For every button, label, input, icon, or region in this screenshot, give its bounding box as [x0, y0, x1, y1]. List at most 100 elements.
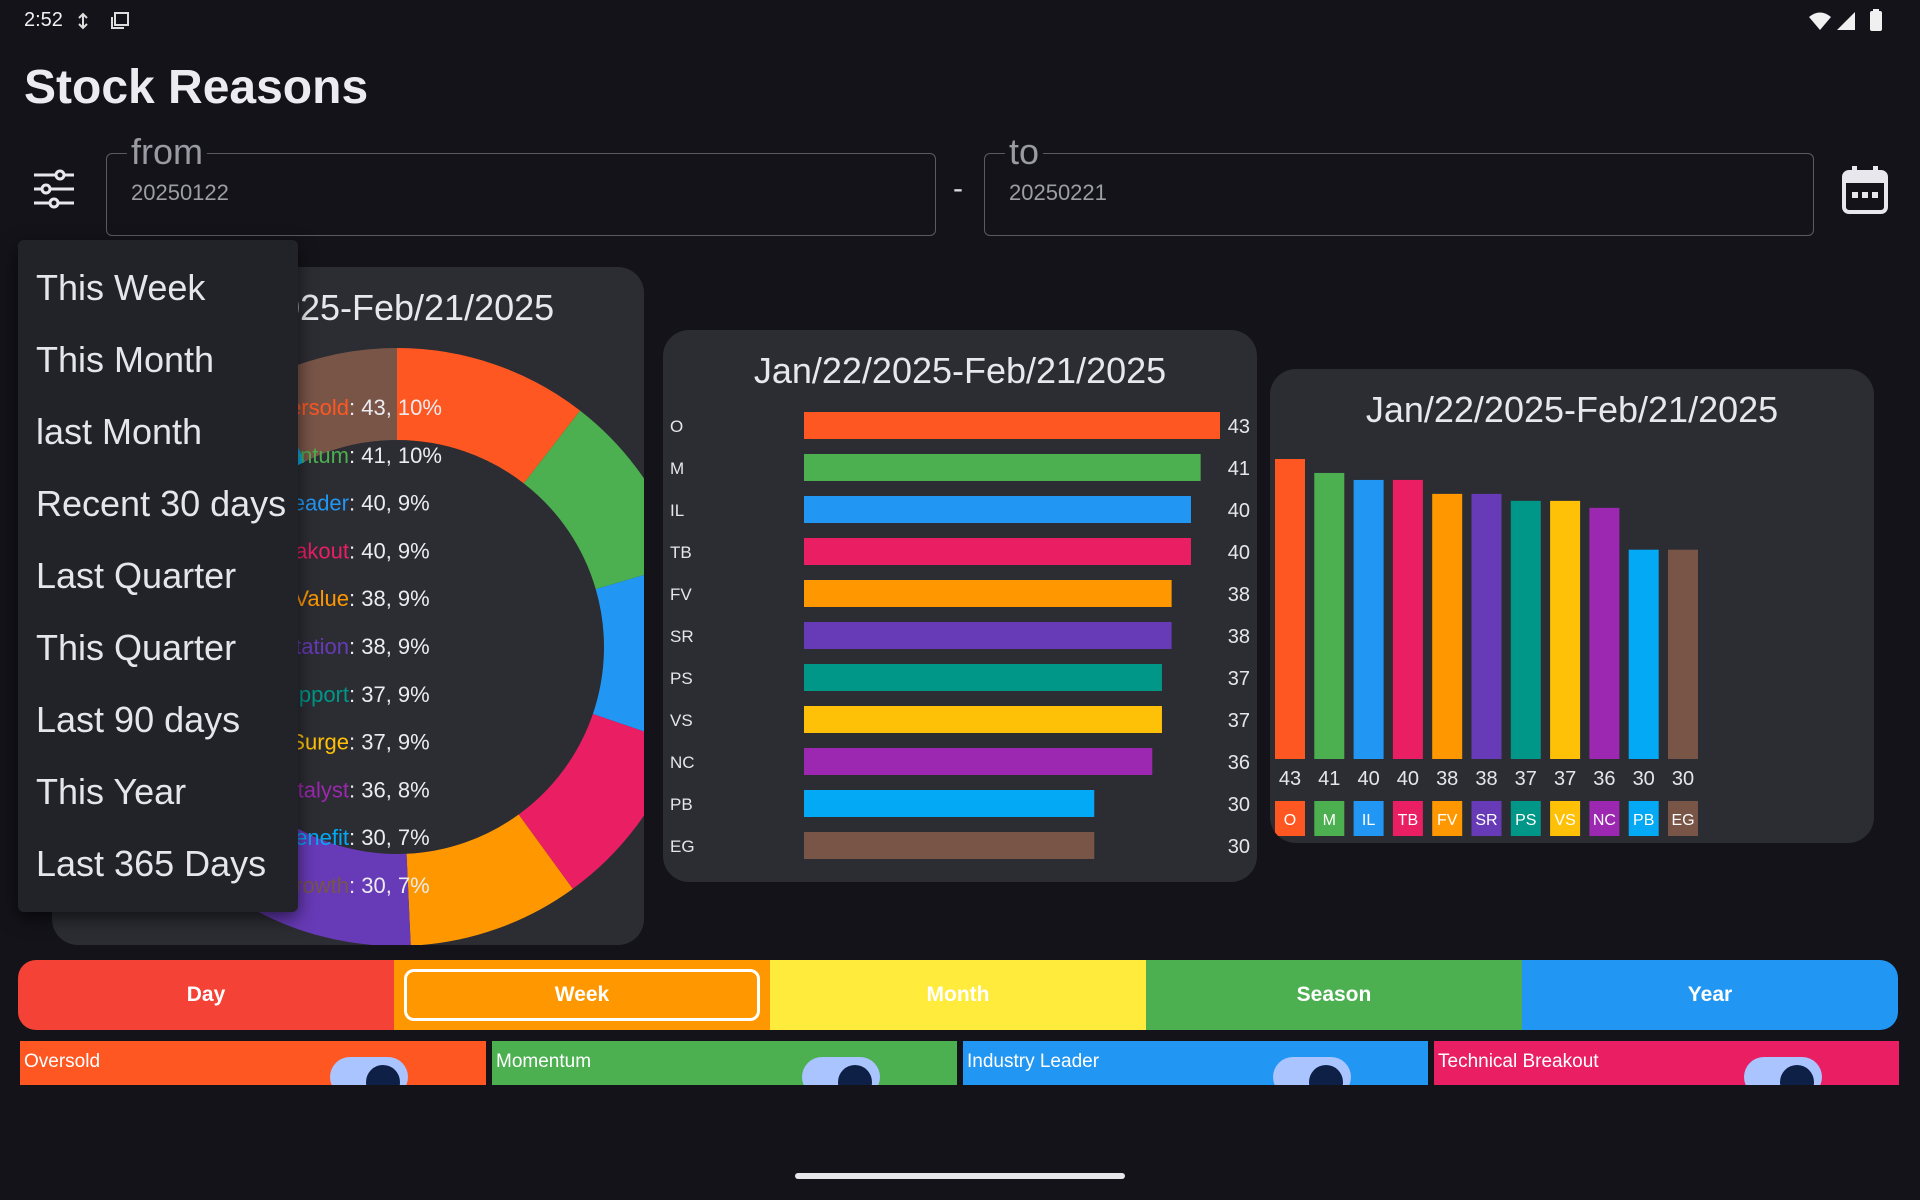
period-year[interactable]: Year	[1522, 960, 1898, 1030]
hbar-bar	[804, 538, 1191, 565]
period-label: Year	[1687, 983, 1733, 1006]
hbar-value-label: 40	[1228, 542, 1250, 564]
menu-item-last-365-days[interactable]: Last 365 Days	[36, 843, 267, 884]
to-date-field[interactable]: to 20250221	[984, 132, 1814, 236]
vbar-category-label: M	[1323, 812, 1336, 829]
period-season[interactable]: Season	[1146, 960, 1522, 1030]
signal-icon	[1837, 12, 1855, 30]
vbar-value-label: 38	[1475, 768, 1497, 790]
hbar-bar	[804, 580, 1172, 607]
vbar-chart: 43 O 41 M 40 IL 40 TB 38 FV 38 SR 37 PS 37 VS 36 NC 30 PB 30…	[1275, 459, 1698, 836]
donut-legend-value: : 38, 9%	[349, 586, 430, 611]
period-selector: Day Week Month Season Year	[18, 960, 1898, 1030]
hbar-chart-card: Jan/22/2025-Feb/21/2025 O 43 M 41 IL 40 TB 40 FV…	[663, 330, 1257, 882]
toggle-knob	[366, 1065, 400, 1085]
calendar-icon	[1842, 166, 1888, 214]
from-date-value: 20250122	[131, 180, 229, 205]
vbar-category-label: NC	[1593, 812, 1616, 829]
menu-item-recent-30-days[interactable]: Recent 30 days	[36, 483, 287, 524]
status-bar: 2:52	[0, 0, 1920, 42]
menu-item-this-year[interactable]: This Year	[36, 771, 187, 812]
toggle-card-technical-breakout: Technical Breakout	[1434, 1041, 1899, 1085]
menu-item-last-month[interactable]: last Month	[36, 411, 203, 452]
vbar-category-chip	[1550, 801, 1581, 836]
donut-legend-value: : 30, 7%	[349, 873, 430, 898]
donut-slice	[518, 713, 644, 889]
hbar-value-label: 43	[1228, 416, 1250, 438]
toggle-switch-oversold[interactable]	[330, 1057, 408, 1085]
vbar-category-label: PB	[1633, 812, 1654, 829]
toggle-label: Oversold	[24, 1051, 101, 1072]
menu-item-last-quarter[interactable]: Last Quarter	[36, 555, 237, 596]
battery-icon	[1870, 9, 1882, 31]
vbar-value-label: 30	[1672, 768, 1694, 790]
vbar-category-label: FV	[1437, 812, 1458, 829]
hbar-category-label: M	[670, 459, 684, 478]
hbar-value-label: 37	[1228, 668, 1250, 690]
period-day[interactable]: Day	[18, 960, 394, 1030]
toggle-knob	[1309, 1065, 1343, 1085]
hbar-bar	[804, 496, 1191, 523]
hbar-category-label: TB	[670, 543, 692, 562]
donut-slice	[397, 348, 581, 484]
menu-item-this-month[interactable]: This Month	[36, 339, 215, 380]
vbar-bar	[1550, 500, 1581, 759]
donut-slice	[523, 410, 644, 590]
hbar-bar	[804, 454, 1201, 481]
toggle-switch-technical-breakout[interactable]	[1744, 1057, 1822, 1085]
hbar-value-label: 38	[1228, 626, 1250, 648]
period-week[interactable]: Week	[394, 960, 770, 1030]
donut-slice	[592, 575, 644, 732]
vbar-category-label: TB	[1398, 812, 1418, 829]
vbar-category-chip	[1668, 801, 1698, 836]
vbar-bar	[1275, 459, 1305, 759]
vbar-bar	[1510, 500, 1541, 759]
vbar-bar	[1314, 472, 1345, 759]
from-date-field[interactable]: from 20250122	[106, 132, 936, 236]
donut-legend-value: : 36, 8%	[349, 777, 430, 802]
hbar-value-label: 41	[1228, 458, 1250, 480]
donut-legend-value: : 40, 9%	[349, 491, 430, 516]
toggle-label: Momentum	[496, 1051, 592, 1072]
toggle-switch-momentum[interactable]	[802, 1057, 880, 1085]
menu-item-last-90-days[interactable]: Last 90 days	[36, 699, 241, 740]
donut-legend-value: : 37, 9%	[349, 682, 430, 707]
toggle-knob	[838, 1065, 872, 1085]
hbar-bar	[804, 664, 1162, 691]
period-month[interactable]: Month	[770, 960, 1146, 1030]
data-saver-icon	[78, 12, 88, 30]
from-label: from	[127, 132, 207, 172]
vbar-bar	[1471, 493, 1502, 759]
period-label: Season	[1296, 983, 1372, 1006]
hbar-value-label: 40	[1228, 500, 1250, 522]
hbar-category-label: O	[670, 417, 683, 436]
toggle-card-oversold: Oversold	[20, 1041, 486, 1085]
vbar-bar	[1353, 479, 1384, 759]
hbar-value-label: 36	[1228, 752, 1250, 774]
period-label: Month	[926, 983, 990, 1006]
toggle-card-momentum: Momentum	[492, 1041, 957, 1085]
vbar-category-chip	[1314, 801, 1345, 836]
toggle-switch-industry-leader[interactable]	[1273, 1057, 1351, 1085]
donut-legend-value: : 37, 9%	[349, 730, 430, 755]
menu-item-this-quarter[interactable]: This Quarter	[36, 627, 237, 668]
status-time: 2:52	[24, 9, 63, 31]
hbar-category-label: VS	[670, 711, 693, 730]
hbar-category-label: PS	[670, 669, 693, 688]
screenshot-icon	[111, 12, 129, 29]
hbar-chart: O 43 M 41 IL 40 TB 40 FV 38 SR 38 PS 37 VS 37 NC 36 PB 30 EG…	[670, 412, 1250, 859]
filter-button[interactable]	[30, 165, 78, 213]
date-separator: -	[953, 172, 963, 205]
vbar-category-chip	[1589, 801, 1620, 836]
vbar-value-label: 36	[1593, 768, 1615, 790]
page-title: Stock Reasons	[24, 61, 369, 114]
calendar-button[interactable]	[1840, 164, 1890, 216]
toggle-card-industry-leader: Industry Leader	[963, 1041, 1428, 1085]
vbar-category-label: VS	[1554, 812, 1575, 829]
vbar-category-label: EG	[1671, 812, 1694, 829]
menu-item-this-week[interactable]: This Week	[36, 267, 206, 308]
vbar-value-label: 37	[1515, 768, 1537, 790]
vbar-value-label: 40	[1397, 768, 1419, 790]
vbar-bar	[1392, 479, 1423, 759]
vbar-category-chip	[1471, 801, 1502, 836]
